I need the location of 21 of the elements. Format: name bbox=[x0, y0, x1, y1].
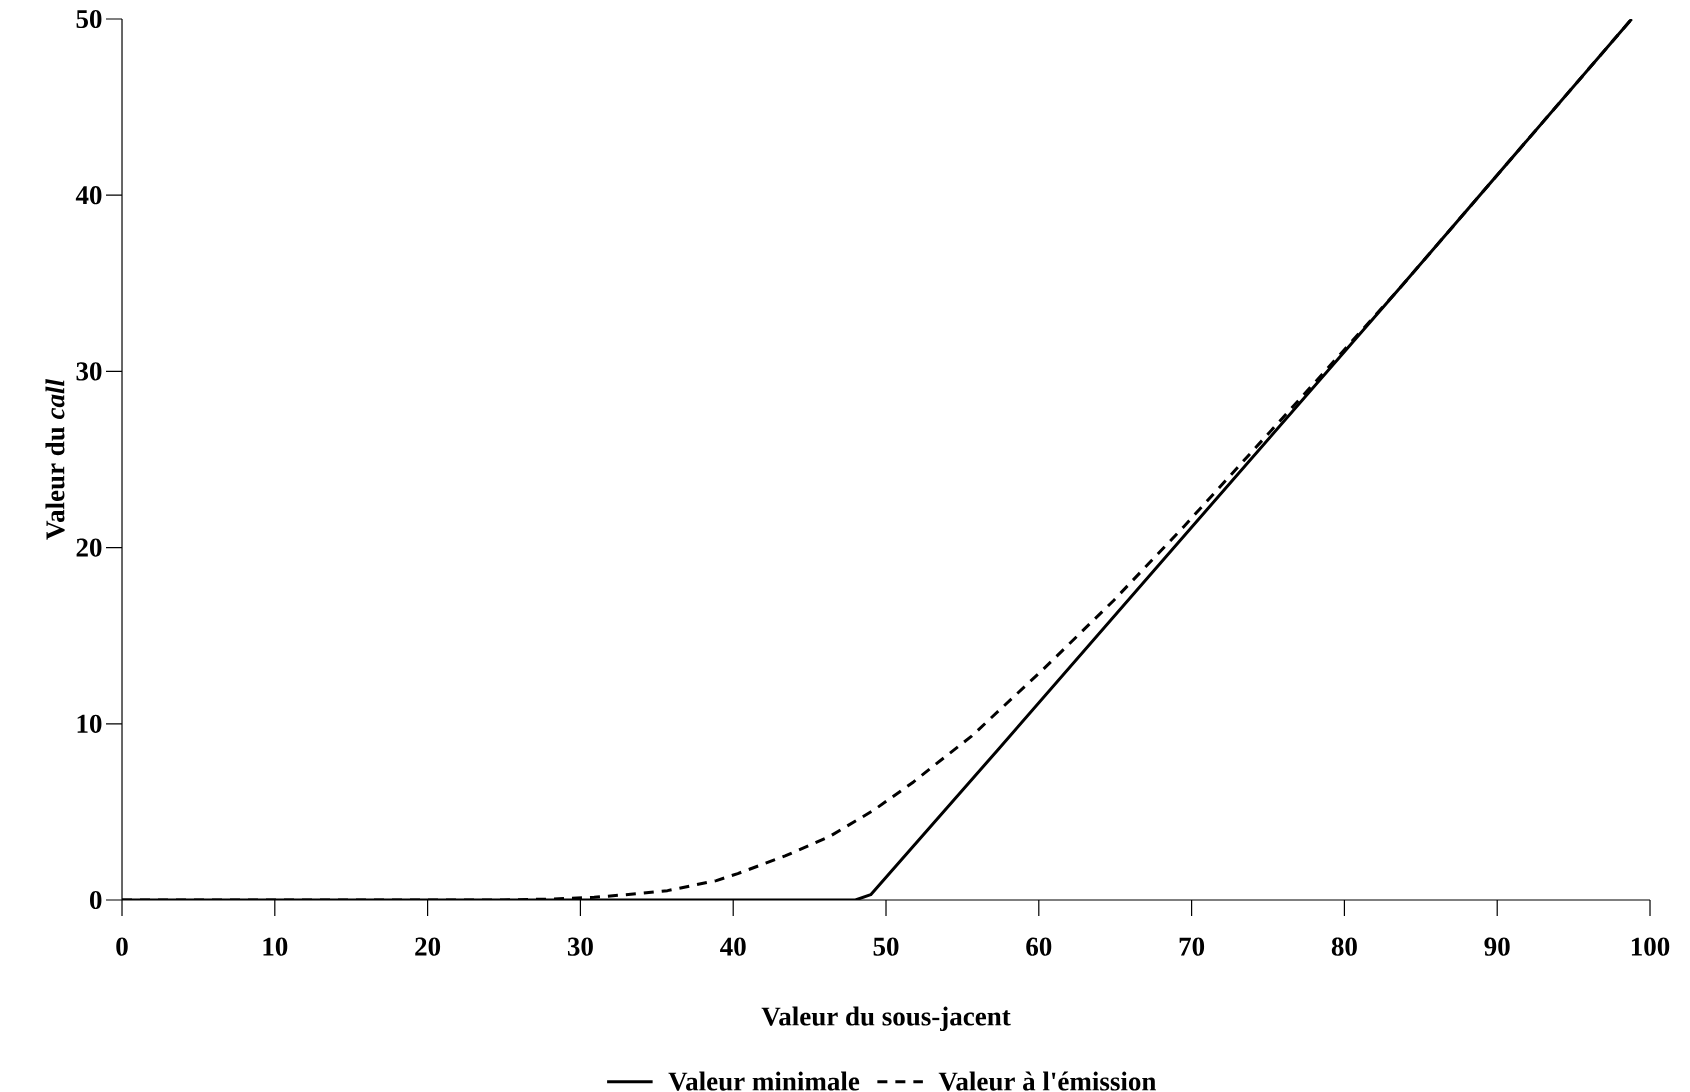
x-tick-label: 30 bbox=[567, 937, 593, 956]
y-tick-label: 40 bbox=[75, 186, 102, 205]
y-tick-label: 0 bbox=[90, 890, 102, 910]
x-tick-label: 100 bbox=[1631, 937, 1670, 956]
y-tick-label: 20 bbox=[76, 538, 102, 557]
x-tick-label: 50 bbox=[873, 937, 899, 956]
y-tick-label: 10 bbox=[77, 714, 102, 733]
x-tick-label: 40 bbox=[720, 937, 746, 956]
legend-label: Valeur minimale bbox=[668, 1071, 860, 1091]
x-tick-label: 10 bbox=[263, 937, 288, 956]
y-tick-label: 30 bbox=[76, 362, 102, 381]
y-axis-title: Valeur du call bbox=[45, 379, 65, 540]
y-tick-label: 50 bbox=[76, 9, 102, 29]
x-tick-label: 70 bbox=[1179, 937, 1205, 956]
x-tick-label: 20 bbox=[415, 937, 441, 956]
x-tick-label: 80 bbox=[1331, 937, 1357, 956]
x-tick-label: 90 bbox=[1484, 937, 1510, 956]
legend-label: Valeur à l'émission bbox=[938, 1071, 1157, 1091]
x-axis-title: Valeur du sous-jacent bbox=[761, 1006, 1011, 1032]
x-tick-label: 60 bbox=[1026, 937, 1052, 956]
x-tick-label: 0 bbox=[116, 937, 128, 956]
